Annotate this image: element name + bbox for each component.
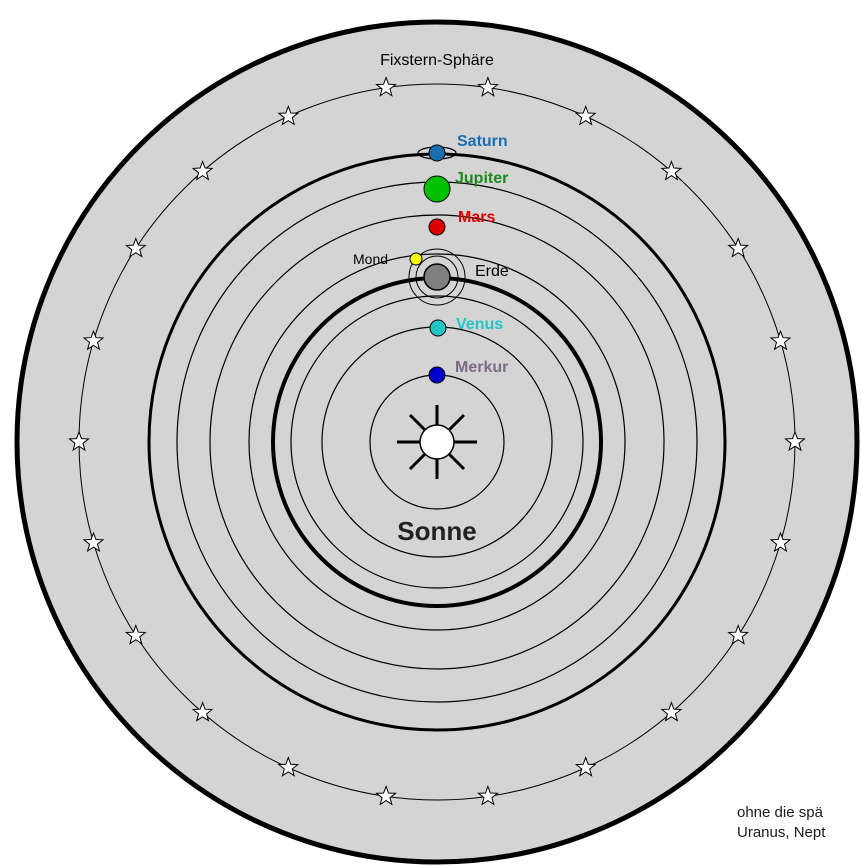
moon <box>409 252 423 266</box>
star-icon <box>375 76 397 97</box>
planet-merkur <box>428 366 446 384</box>
planet-saturn <box>428 144 446 162</box>
star-icon <box>82 329 105 351</box>
jupiter-label: Jupiter <box>455 170 508 187</box>
star-icon <box>477 784 499 806</box>
planet-jupiter <box>423 175 451 203</box>
planet-venus <box>429 319 447 337</box>
star-icon <box>124 237 147 258</box>
star-icon <box>191 159 214 181</box>
fixed-star-sphere-label: Fixstern-Sphäre <box>380 52 494 69</box>
star-icon <box>191 701 214 722</box>
mars-orbit <box>209 214 665 670</box>
footnote: ohne die spä Uranus, Nept <box>737 803 862 843</box>
moon-label: Mond <box>353 251 388 267</box>
star-icon <box>769 531 792 553</box>
earth-orbit-inner <box>290 295 584 589</box>
star-icon <box>277 104 300 126</box>
star-icon <box>727 237 750 258</box>
star-icon <box>574 104 597 126</box>
star-icon <box>574 756 597 777</box>
earth-label: Erde <box>475 263 509 280</box>
star-icon <box>784 430 806 452</box>
star-icon <box>660 159 683 181</box>
earth-orbit-outer <box>248 253 626 631</box>
star-icon <box>660 701 683 722</box>
footnote-line-1: ohne die spä <box>737 804 823 821</box>
mars-label: Mars <box>458 209 495 226</box>
footnote-line-2: Uranus, Nept <box>737 824 826 841</box>
star-icon <box>124 624 147 645</box>
saturn-label: Saturn <box>457 133 508 150</box>
sun-label: Sonne <box>397 516 476 546</box>
star-icon <box>477 76 499 97</box>
sun <box>419 424 455 460</box>
planet-earth <box>423 263 451 291</box>
merkur-label: Merkur <box>455 359 508 376</box>
star-icon <box>277 756 300 777</box>
moon-orbit-outer <box>408 248 466 306</box>
planet-mars <box>428 218 446 236</box>
venus-label: Venus <box>456 316 503 333</box>
star-icon <box>68 430 90 452</box>
moon-orbit-inner <box>415 255 459 299</box>
star-icon <box>82 531 105 553</box>
star-icon <box>727 624 750 645</box>
fixed-stars <box>68 76 806 806</box>
star-icon <box>769 329 792 351</box>
star-icon <box>375 784 397 806</box>
